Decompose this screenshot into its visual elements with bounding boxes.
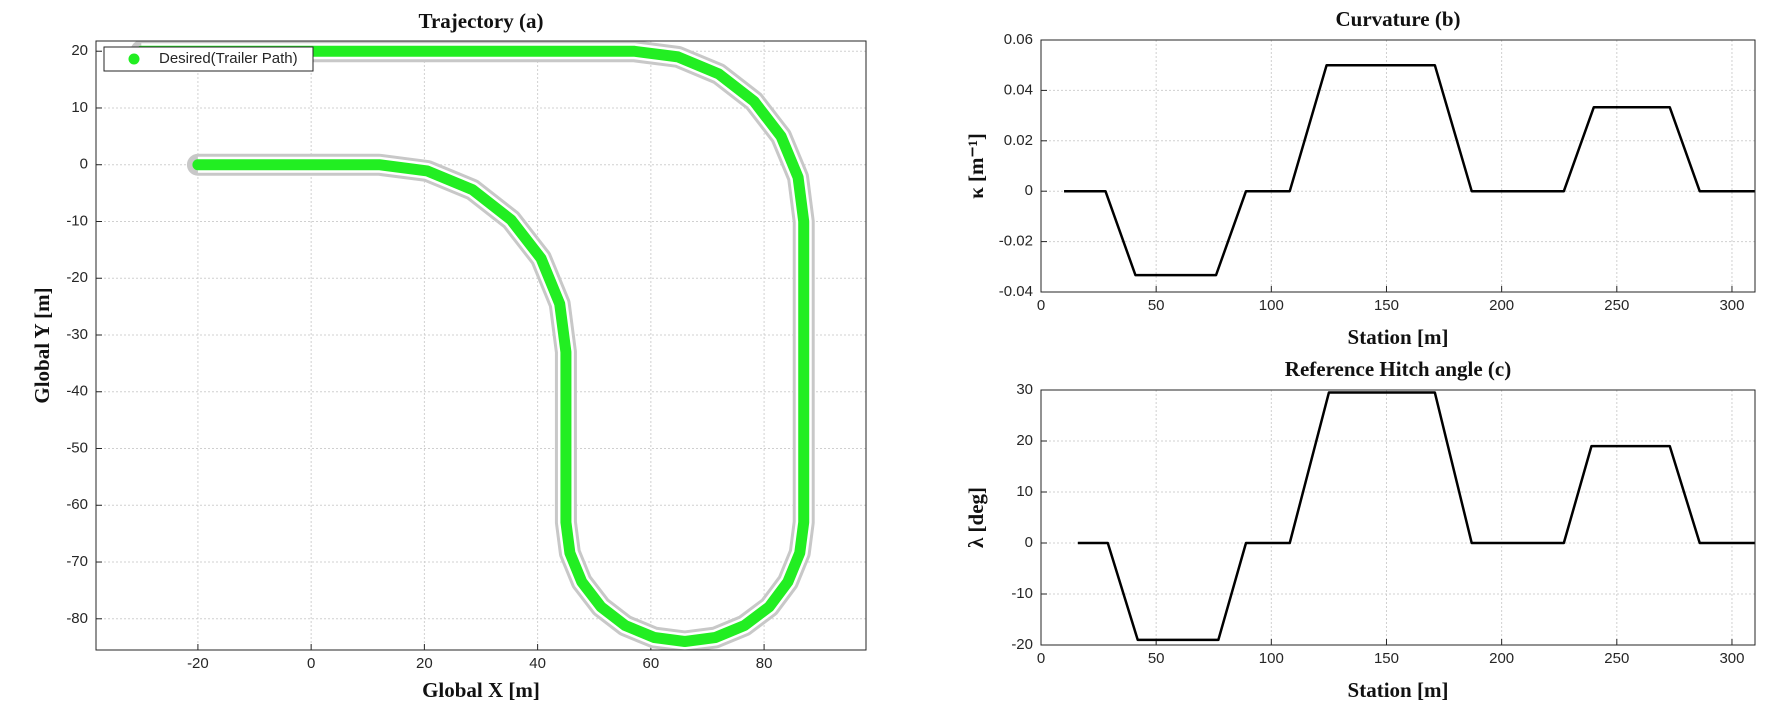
series-group <box>1064 63 1755 277</box>
y-tick-label: -70 <box>66 553 88 570</box>
series-group <box>130 41 815 650</box>
x-tick-label: 150 <box>1374 297 1399 314</box>
y-tick-label: -20 <box>66 269 88 286</box>
y-tick-label: 0 <box>80 156 88 173</box>
y-tick-label: 0.06 <box>1004 31 1033 48</box>
y-tick-label: -0.04 <box>999 283 1033 300</box>
y-tick-label: 0 <box>1025 534 1033 551</box>
plot-area <box>1041 390 1755 645</box>
x-axis-label: Station [m] <box>1348 325 1449 349</box>
legend-marker <box>128 53 140 65</box>
x-tick-label: 0 <box>307 655 315 672</box>
x-tick-label: 100 <box>1259 297 1284 314</box>
x-tick-label: 300 <box>1719 650 1744 667</box>
x-tick-label: 250 <box>1604 297 1629 314</box>
legend-label: Desired(Trailer Path) <box>159 50 298 67</box>
y-tick-label: 10 <box>71 99 88 116</box>
series-line <box>1077 391 1755 642</box>
plot-area <box>96 41 866 650</box>
plot-frame <box>1040 389 1756 646</box>
x-tick-label: 200 <box>1489 297 1514 314</box>
x-tick-label: 80 <box>756 655 773 672</box>
x-tick-label: -20 <box>187 655 209 672</box>
series-line <box>1064 63 1755 277</box>
x-tick-label: 100 <box>1259 650 1284 667</box>
y-tick-label: -40 <box>66 383 88 400</box>
x-tick-label: 50 <box>1148 297 1165 314</box>
chart-title: Reference Hitch angle (c) <box>1285 357 1511 381</box>
x-tick-label: 20 <box>416 655 433 672</box>
x-tick-label: 60 <box>643 655 660 672</box>
y-tick-label: 0 <box>1025 182 1033 199</box>
y-tick-label: -10 <box>66 212 88 229</box>
chart-title: Curvature (b) <box>1335 7 1460 31</box>
y-tick-label: 20 <box>1016 432 1033 449</box>
x-axis-label: Station [m] <box>1348 678 1449 702</box>
y-tick-label: -20 <box>1011 636 1033 653</box>
series-line <box>135 45 810 647</box>
y-tick-label: 20 <box>71 42 88 59</box>
x-tick-label: 300 <box>1719 297 1744 314</box>
x-tick-label: 200 <box>1489 650 1514 667</box>
chart-title: Trajectory (a) <box>419 9 544 33</box>
y-axis-label: κ [m⁻¹] <box>964 133 988 199</box>
series-group <box>1077 391 1755 642</box>
y-axis-label: λ [deg] <box>964 487 988 548</box>
y-tick-label: 10 <box>1016 483 1033 500</box>
y-tick-label: -0.02 <box>999 233 1033 250</box>
y-tick-label: -10 <box>1011 585 1033 602</box>
y-tick-label: -60 <box>66 496 88 513</box>
y-tick-label: 30 <box>1016 381 1033 398</box>
x-tick-label: 0 <box>1037 650 1045 667</box>
x-tick-label: 50 <box>1148 650 1165 667</box>
plot-frame <box>95 40 867 651</box>
x-tick-label: 250 <box>1604 650 1629 667</box>
y-tick-label: -30 <box>66 326 88 343</box>
plot-area <box>1041 40 1755 292</box>
x-tick-label: 40 <box>529 655 546 672</box>
y-tick-label: -80 <box>66 610 88 627</box>
x-tick-label: 0 <box>1037 297 1045 314</box>
x-axis-label: Global X [m] <box>422 678 540 702</box>
plot-frame <box>1040 39 1756 293</box>
y-tick-label: -50 <box>66 439 88 456</box>
x-tick-label: 150 <box>1374 650 1399 667</box>
y-tick-label: 0.04 <box>1004 81 1033 98</box>
y-tick-label: 0.02 <box>1004 132 1033 149</box>
y-axis-label: Global Y [m] <box>30 287 54 403</box>
